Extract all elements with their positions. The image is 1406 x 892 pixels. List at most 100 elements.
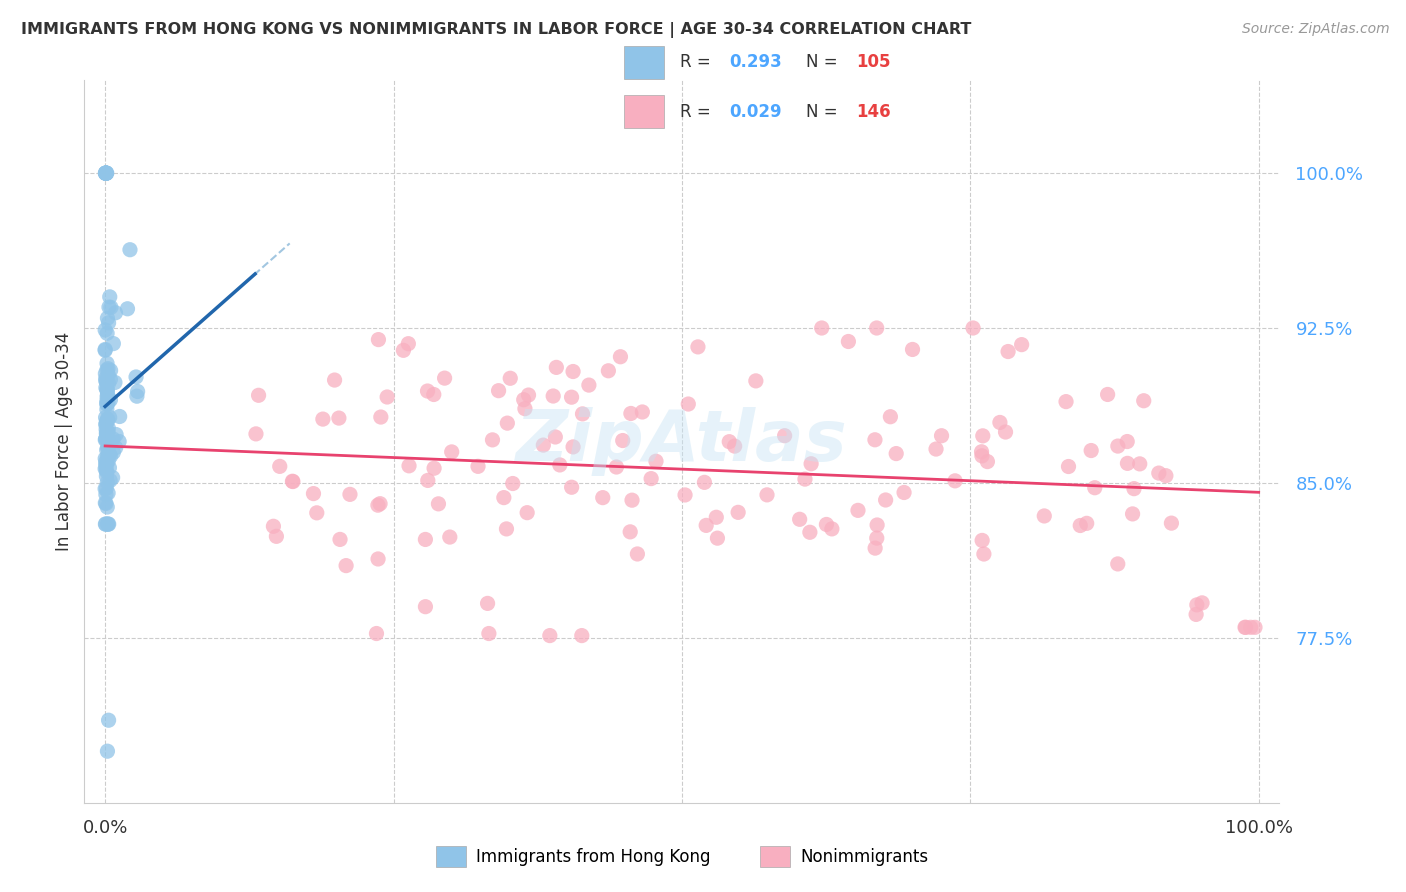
Point xyxy=(1123,482,1146,496)
Point xyxy=(96,311,118,326)
Point xyxy=(427,497,450,511)
Point xyxy=(94,367,117,381)
Point xyxy=(1191,596,1213,610)
Point xyxy=(94,323,117,337)
Point xyxy=(97,434,120,449)
Point xyxy=(997,344,1019,359)
Point xyxy=(837,334,859,349)
Point xyxy=(97,425,120,440)
Point xyxy=(367,552,389,566)
Point xyxy=(592,491,614,505)
Point xyxy=(98,410,121,425)
Point xyxy=(481,433,503,447)
Point xyxy=(329,533,352,547)
Point xyxy=(1069,518,1091,533)
Point xyxy=(100,392,122,407)
Point xyxy=(1107,439,1129,453)
Point xyxy=(517,388,540,402)
Point xyxy=(612,434,634,448)
Point xyxy=(94,166,117,180)
Point xyxy=(96,390,118,404)
Text: 0.029: 0.029 xyxy=(730,103,782,120)
Point xyxy=(312,412,335,426)
Point xyxy=(561,480,583,494)
Point xyxy=(98,300,121,314)
Point xyxy=(879,409,901,424)
Point xyxy=(1160,516,1182,530)
Point xyxy=(620,407,643,421)
Point xyxy=(117,301,139,316)
Point xyxy=(105,427,128,442)
Point xyxy=(96,442,118,457)
Point xyxy=(97,713,120,727)
Y-axis label: In Labor Force | Age 30-34: In Labor Force | Age 30-34 xyxy=(55,332,73,551)
Point xyxy=(97,376,120,391)
Point xyxy=(368,497,391,511)
Point xyxy=(686,340,709,354)
Point xyxy=(695,518,717,533)
Point xyxy=(562,364,585,378)
Text: R =: R = xyxy=(679,103,716,120)
Point xyxy=(100,449,122,463)
Point xyxy=(96,412,118,426)
Point xyxy=(94,517,117,532)
Point xyxy=(366,626,388,640)
Point xyxy=(245,426,267,441)
Point xyxy=(392,343,415,358)
Point xyxy=(477,596,499,610)
Point xyxy=(97,441,120,455)
Point xyxy=(1185,598,1208,612)
Point xyxy=(127,384,149,399)
Point xyxy=(544,430,567,444)
Point xyxy=(94,422,117,436)
Point xyxy=(94,371,117,385)
Point xyxy=(640,472,662,486)
Point xyxy=(100,301,122,315)
Bar xyxy=(624,45,664,78)
Point xyxy=(101,432,124,446)
Point xyxy=(96,388,118,402)
Point xyxy=(538,629,561,643)
Point xyxy=(416,474,439,488)
Point xyxy=(367,333,389,347)
Point xyxy=(96,326,118,341)
Point xyxy=(97,449,120,463)
Point xyxy=(863,433,886,447)
Point xyxy=(745,374,768,388)
Point xyxy=(1185,607,1208,622)
Point xyxy=(1116,434,1139,449)
Point xyxy=(875,493,897,508)
Point xyxy=(262,519,284,533)
Point xyxy=(893,485,915,500)
Point xyxy=(645,454,668,468)
Point xyxy=(96,166,118,180)
Point xyxy=(415,599,437,614)
Point xyxy=(884,446,907,460)
Point xyxy=(502,476,524,491)
Point xyxy=(810,321,832,335)
Point xyxy=(103,336,125,351)
Point xyxy=(1122,507,1144,521)
Point xyxy=(541,389,564,403)
Point xyxy=(96,417,118,431)
Point xyxy=(1234,620,1257,634)
Point xyxy=(94,496,117,510)
Point xyxy=(96,744,118,758)
Point xyxy=(1033,508,1056,523)
Point xyxy=(97,517,120,532)
Point xyxy=(97,441,120,455)
Point xyxy=(96,166,118,180)
Point xyxy=(396,336,419,351)
Point xyxy=(562,440,585,454)
Point xyxy=(706,531,728,545)
Point xyxy=(970,449,993,463)
Point xyxy=(101,470,124,484)
Point xyxy=(94,166,117,180)
Point xyxy=(1080,443,1102,458)
Point xyxy=(97,396,120,410)
Point xyxy=(97,316,120,330)
Text: 146: 146 xyxy=(856,103,890,120)
Text: R =: R = xyxy=(679,54,716,71)
Point xyxy=(96,457,118,471)
Point xyxy=(370,410,392,425)
